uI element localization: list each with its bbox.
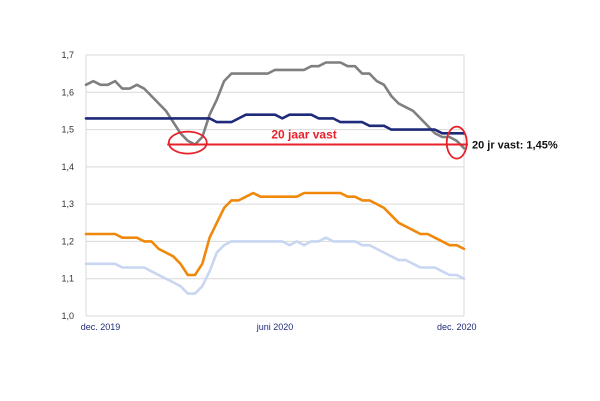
highlight-ellipse-1	[167, 130, 208, 155]
y-tick-label: 1,7	[61, 50, 74, 60]
y-tick-label: 1,1	[61, 274, 74, 284]
reference-group: 20 jaar vast	[167, 127, 468, 146]
series-lines	[84, 61, 466, 295]
x-tick-label: juni 2020	[256, 322, 294, 332]
x-tick-label: dec. 2019	[81, 322, 121, 332]
x-tick-label: dec. 2020	[437, 322, 477, 332]
highlight-circles	[167, 125, 468, 160]
y-tick-label: 1,4	[61, 162, 74, 172]
y-tick-label: 1,3	[61, 199, 74, 209]
series-line-dark-blue	[84, 113, 466, 135]
y-tick-label: 1,2	[61, 236, 74, 246]
y-tick-label: 1,5	[61, 125, 74, 135]
x-axis-ticks: dec. 2019 juni 2020 dec. 2020	[81, 322, 477, 332]
series-line-light-blue	[84, 236, 466, 295]
series-line-gray	[84, 61, 466, 150]
reference-line-label: 20 jaar vast	[271, 127, 336, 141]
grid	[85, 54, 465, 317]
y-axis-ticks: 1,0 1,1 1,2 1,3 1,4 1,5 1,6 1,7	[61, 50, 74, 321]
highlight-ellipse-2	[445, 125, 468, 160]
annotation-20jr-vast: 20 jr vast: 1,45%	[472, 139, 558, 151]
y-tick-label: 1,6	[61, 87, 74, 97]
y-tick-label: 1,0	[61, 311, 74, 321]
series-line-orange	[84, 191, 466, 277]
